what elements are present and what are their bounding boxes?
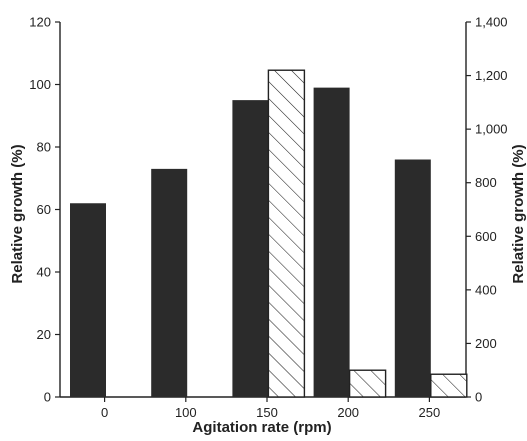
bar-solid-150 [232,100,269,397]
left-tick-label: 80 [37,140,51,155]
right-tick-label: 600 [475,229,497,244]
bar-solid-100 [151,168,188,397]
right-tick-label: 1,400 [475,15,508,30]
bars [70,69,468,398]
left-tick-label: 0 [44,390,51,405]
right-y-axis-title: Relative growth (%) [510,144,527,283]
left-y-axis-title: Relative growth (%) [9,144,26,283]
bar-solid-250 [394,159,431,397]
left-tick-label: 60 [37,202,51,217]
x-tick-label: 0 [101,405,108,420]
left-tick-label: 120 [29,15,51,30]
left-tick-label: 100 [29,77,51,92]
right-y-axis: 0 200 400 600 800 1,000 1,200 1,400 [465,15,508,405]
x-tick-label: 100 [175,405,197,420]
bar-hatched-150 [267,69,306,398]
bar-solid-0 [70,203,106,397]
x-tick-label: 200 [337,405,359,420]
right-tick-label: 0 [475,390,482,405]
left-tick-label: 20 [37,327,51,342]
right-tick-label: 1,000 [475,122,508,137]
x-axis: 0 100 150 200 250 [60,396,466,420]
plot-area: 0 20 40 60 80 100 120 0 200 400 600 800 1,000 1,200 1… [29,15,507,421]
bar-hatched-200 [348,369,387,398]
right-tick-label: 1,200 [475,68,508,83]
right-tick-label: 200 [475,336,497,351]
bar-hatched-250 [430,373,468,398]
right-tick-label: 400 [475,282,497,297]
bar-solid-200 [313,87,350,397]
right-tick-label: 800 [475,175,497,190]
x-axis-title: Agitation rate (rpm) [192,419,331,436]
left-y-axis: 0 20 40 60 80 100 120 [29,15,61,405]
x-tick-label: 250 [419,405,441,420]
left-tick-label: 40 [37,265,51,280]
x-tick-label: 150 [256,405,278,420]
